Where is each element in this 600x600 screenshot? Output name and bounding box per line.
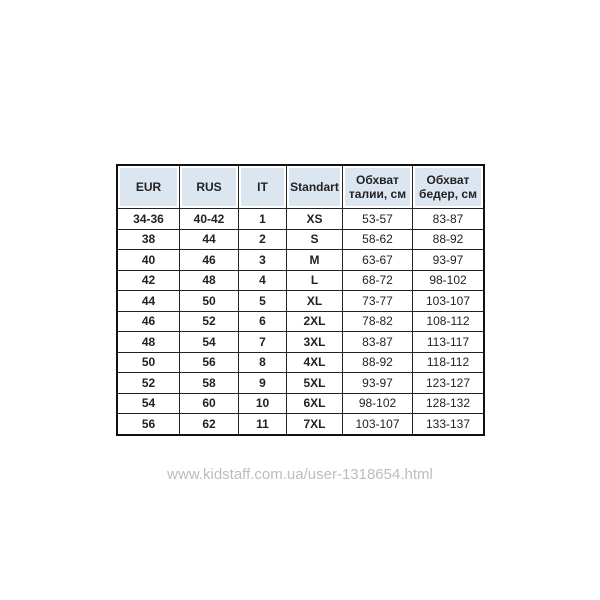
- table-cell: 108-112: [412, 310, 485, 332]
- table-cell: 88-92: [342, 351, 413, 373]
- table-row: 42 48 4 L 68-72 98-102: [116, 269, 485, 291]
- column-header: Standart: [286, 164, 343, 209]
- table-cell: 63-67: [342, 249, 413, 271]
- table-cell: 2: [238, 228, 287, 250]
- table-cell: L: [286, 269, 343, 291]
- table-cell: 83-87: [412, 208, 485, 230]
- table-cell: 98-102: [342, 392, 413, 414]
- table-cell: 6: [238, 310, 287, 332]
- column-header: Обхват бедер, см: [412, 164, 485, 209]
- table-cell: 53-57: [342, 208, 413, 230]
- table-cell: 133-137: [412, 413, 485, 435]
- table-cell: 88-92: [412, 228, 485, 250]
- column-header: RUS: [179, 164, 239, 209]
- header-row: EUR RUS IT Standart Обхват талии, см Обхват б…: [116, 164, 485, 209]
- table-row: 38 44 2 S 58-62 88-92: [116, 228, 485, 250]
- table-cell: 93-97: [342, 372, 413, 394]
- table-cell: 93-97: [412, 249, 485, 271]
- table-cell: 58: [179, 372, 239, 394]
- table-cell: 7: [238, 331, 287, 353]
- table-cell: 118-112: [412, 351, 485, 373]
- table-cell: 4: [238, 269, 287, 291]
- table-row: 52 58 9 5XL 93-97 123-127: [116, 372, 485, 394]
- table-cell: 48: [179, 269, 239, 291]
- column-header: Обхват талии, см: [342, 164, 413, 209]
- table-cell: 60: [179, 392, 239, 414]
- table-cell: 6XL: [286, 392, 343, 414]
- table-cell: 62: [179, 413, 239, 435]
- table-cell: 46: [116, 310, 180, 332]
- table-cell: 5XL: [286, 372, 343, 394]
- table-cell: 42: [116, 269, 180, 291]
- table-cell: 48: [116, 331, 180, 353]
- table-cell: 83-87: [342, 331, 413, 353]
- table-cell: S: [286, 228, 343, 250]
- table-cell: 54: [116, 392, 180, 414]
- table-cell: XS: [286, 208, 343, 230]
- column-header: EUR: [116, 164, 180, 209]
- table-cell: 8: [238, 351, 287, 373]
- size-chart-table: EUR RUS IT Standart Обхват талии, см Обхват б…: [116, 164, 485, 436]
- table-cell: 58-62: [342, 228, 413, 250]
- table-cell: 2XL: [286, 310, 343, 332]
- table-cell: XL: [286, 290, 343, 312]
- table-cell: 50: [179, 290, 239, 312]
- table-cell: 3XL: [286, 331, 343, 353]
- table-cell: 11: [238, 413, 287, 435]
- table-cell: 4XL: [286, 351, 343, 373]
- table-row: 50 56 8 4XL 88-92 118-112: [116, 351, 485, 373]
- table-cell: 3: [238, 249, 287, 271]
- table-cell: 5: [238, 290, 287, 312]
- table-cell: 78-82: [342, 310, 413, 332]
- table-cell: 68-72: [342, 269, 413, 291]
- table-cell: 128-132: [412, 392, 485, 414]
- table-row: 48 54 7 3XL 83-87 113-117: [116, 331, 485, 353]
- table-cell: 1: [238, 208, 287, 230]
- table-row: 34-36 40-42 1 XS 53-57 83-87: [116, 208, 485, 230]
- table-cell: 50: [116, 351, 180, 373]
- table-cell: 113-117: [412, 331, 485, 353]
- table-cell: 103-107: [342, 413, 413, 435]
- table-cell: 123-127: [412, 372, 485, 394]
- table-cell: 73-77: [342, 290, 413, 312]
- table-cell: 44: [116, 290, 180, 312]
- table-cell: M: [286, 249, 343, 271]
- table-cell: 98-102: [412, 269, 485, 291]
- table-cell: 7XL: [286, 413, 343, 435]
- table-cell: 103-107: [412, 290, 485, 312]
- table-cell: 10: [238, 392, 287, 414]
- table-cell: 9: [238, 372, 287, 394]
- table-cell: 54: [179, 331, 239, 353]
- table-cell: 56: [179, 351, 239, 373]
- table-row: 56 62 11 7XL 103-107 133-137: [116, 413, 485, 435]
- table-row: 46 52 6 2XL 78-82 108-112: [116, 310, 485, 332]
- table-cell: 52: [116, 372, 180, 394]
- table-cell: 40-42: [179, 208, 239, 230]
- table-row: 40 46 3 M 63-67 93-97: [116, 249, 485, 271]
- table-cell: 44: [179, 228, 239, 250]
- table-cell: 56: [116, 413, 180, 435]
- watermark: www.kidstaff.com.ua/user-1318654.html: [167, 466, 433, 483]
- table-cell: 46: [179, 249, 239, 271]
- table-cell: 38: [116, 228, 180, 250]
- column-header: IT: [238, 164, 287, 209]
- table-cell: 52: [179, 310, 239, 332]
- table-row: 44 50 5 XL 73-77 103-107: [116, 290, 485, 312]
- table-cell: 34-36: [116, 208, 180, 230]
- table-row: 54 60 10 6XL 98-102 128-132: [116, 392, 485, 414]
- table-cell: 40: [116, 249, 180, 271]
